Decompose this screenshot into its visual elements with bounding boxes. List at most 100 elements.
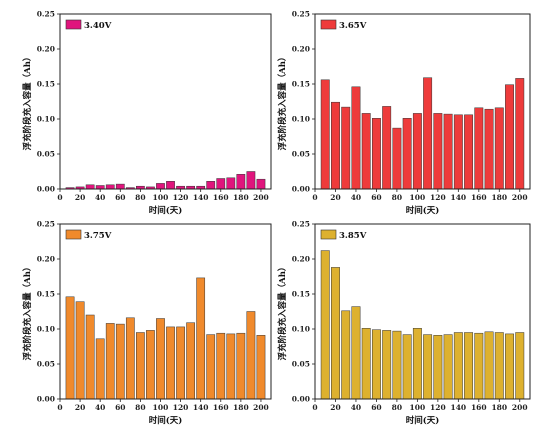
x-tick-label: 140 [193,193,209,202]
y-tick-label: 0.20 [37,255,55,264]
x-tick-label: 200 [512,193,528,202]
x-tick-label: 100 [410,403,426,412]
x-tick-label: 20 [75,403,85,412]
bar [85,184,95,190]
bar [423,77,433,190]
y-tick-label: 0.15 [37,80,55,89]
x-tick-label: 160 [213,193,229,202]
y-axis-label: 浮充阶段充入容量（Ah） [277,53,288,151]
legend-label: 3.65V [339,21,367,31]
bar [515,332,525,400]
bar [125,317,135,400]
bar [95,185,105,190]
bar [146,330,155,400]
y-tick-label: 0.10 [292,325,310,334]
bar [115,183,125,190]
x-tick-label: 120 [173,403,189,412]
y-tick-label: 0.10 [37,325,55,334]
x-tick-label: 80 [135,193,145,202]
bar [236,332,246,400]
y-axis-label: 浮充阶段充入容量（Ah） [22,263,33,361]
bar [443,334,453,400]
x-axis-label: 时间(天) [406,205,440,216]
x-tick-label: 20 [330,403,340,412]
y-tick-label: 0.20 [37,45,55,54]
x-tick-label: 80 [135,403,145,412]
bar [65,296,75,400]
x-tick-label: 40 [351,403,361,412]
plot-frame [59,13,272,190]
y-tick-label: 0.25 [37,10,55,19]
x-tick-label: 160 [213,403,229,412]
y-tick-label: 0.05 [292,360,310,369]
y-tick-label: 0.00 [292,185,310,194]
y-tick-label: 0.15 [37,290,55,299]
x-tick-label: 160 [471,193,487,202]
bar [166,181,175,190]
bar [505,333,514,400]
bar [371,118,381,190]
x-tick-label: 140 [193,403,209,412]
bar [341,310,351,400]
x-tick-label: 40 [95,403,105,412]
legend-swatch [320,19,337,30]
bar [341,106,351,190]
bar [320,79,330,190]
y-tick-label: 0.25 [292,10,310,19]
bar [453,114,463,190]
bar [105,323,115,400]
bar [361,113,371,190]
y-tick-label: 0.20 [292,45,310,54]
chart-panel: 0 20 40 60 80 100 120 140 160 180 200 0.00 0.05 0.10 0… [277,10,531,216]
y-tick-label: 0.05 [37,360,55,369]
y-tick-label: 0.15 [292,290,310,299]
bar [320,250,330,400]
chart-panel: 0 20 40 60 80 100 120 140 160 180 200 0.00 0.05 0.10 0… [22,220,272,426]
y-tick-label: 0.20 [292,255,310,264]
legend-swatch [65,229,82,240]
x-tick-label: 80 [392,193,402,202]
x-axis-label: 时间(天) [406,415,440,426]
bar [176,326,185,400]
y-tick-label: 0.25 [37,220,55,229]
bar [402,118,412,190]
y-axis-label: 浮充阶段充入容量（Ah） [22,53,33,151]
bar [505,84,514,190]
chart-panel: 0 20 40 60 80 100 120 140 160 180 200 0.00 0.05 0.10 0… [22,10,272,216]
x-tick-label: 180 [491,403,507,412]
bar [105,184,115,190]
bar [246,311,256,400]
legend-swatch [65,19,82,30]
x-tick-label: 60 [115,193,125,202]
bar [412,328,422,400]
x-axis-label: 时间(天) [149,415,183,426]
x-tick-label: 0 [312,403,317,412]
bar [246,171,256,190]
y-tick-label: 0.05 [292,150,310,159]
x-tick-label: 80 [392,403,402,412]
bar [433,113,443,190]
x-tick-label: 180 [233,193,249,202]
plot-frame [314,13,531,190]
x-tick-label: 60 [115,403,125,412]
bar [351,306,361,400]
bar [85,314,95,400]
bar [196,277,206,400]
x-tick-label: 20 [330,193,340,202]
y-tick-label: 0.00 [292,395,310,404]
x-tick-label: 180 [233,403,249,412]
y-tick-label: 0.00 [37,185,55,194]
plot-frame [314,223,531,400]
x-tick-label: 120 [430,403,446,412]
bar [216,178,226,190]
x-tick-label: 100 [153,193,169,202]
bar [423,334,433,400]
x-tick-label: 60 [371,193,381,202]
bar [464,332,474,400]
x-tick-label: 200 [253,193,269,202]
bar [484,108,494,190]
x-tick-label: 140 [451,193,467,202]
bar [331,101,340,190]
bar [443,113,453,190]
y-tick-label: 0.05 [37,150,55,159]
